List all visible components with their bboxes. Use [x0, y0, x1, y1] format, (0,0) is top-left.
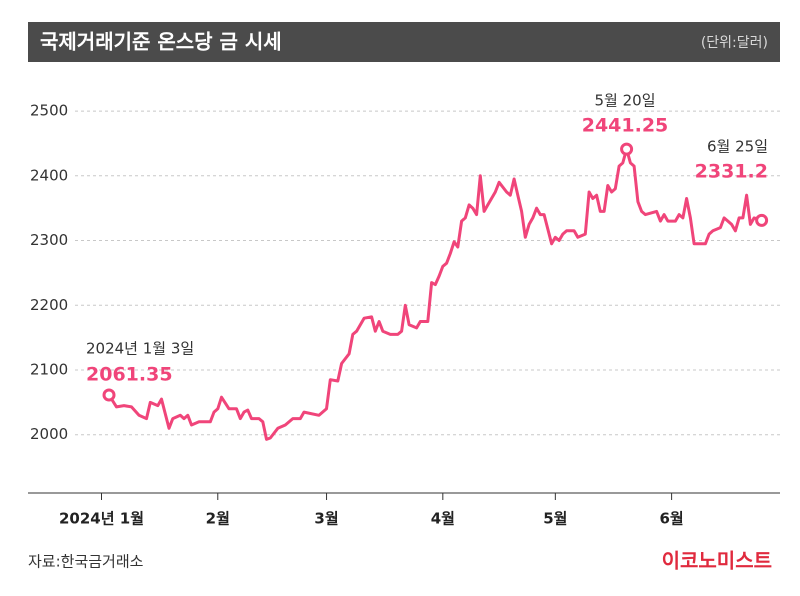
- y-tick-label: 2400: [30, 166, 68, 184]
- annotation-value: 2061.35: [86, 364, 173, 386]
- unit-label: (단위:달러): [701, 35, 768, 51]
- highlight-point: [102, 388, 116, 402]
- brand-logo: 이코노미스트: [662, 549, 772, 573]
- highlight-point: [620, 142, 634, 156]
- y-tick-label: 2100: [30, 361, 68, 379]
- annotation-date: 2024년 1월 3일: [86, 340, 194, 358]
- source: 자료:한국금거래소: [28, 553, 144, 571]
- title-bar: [28, 22, 780, 62]
- highlight-point: [755, 213, 769, 227]
- annotation-date: 5월 20일: [595, 92, 656, 110]
- x-tick-label: 2024년 1월: [59, 510, 144, 528]
- y-tick-label: 2000: [30, 425, 68, 443]
- x-tick-label: 3월: [314, 510, 338, 528]
- annotation-value: 2331.2: [695, 161, 768, 183]
- x-tick-label: 6월: [659, 510, 683, 528]
- y-tick-label: 2500: [30, 102, 68, 120]
- annotation-date: 6월 25일: [707, 138, 768, 156]
- x-tick-label: 5월: [543, 510, 567, 528]
- x-tick-label: 2월: [206, 510, 230, 528]
- price-line: [107, 147, 763, 441]
- y-tick-label: 2200: [30, 296, 68, 314]
- annotation-value: 2441.25: [582, 115, 669, 137]
- x-tick-label: 4월: [431, 510, 455, 528]
- chart-title: 국제거래기준 온스당 금 시세: [40, 30, 282, 54]
- y-tick-label: 2300: [30, 231, 68, 249]
